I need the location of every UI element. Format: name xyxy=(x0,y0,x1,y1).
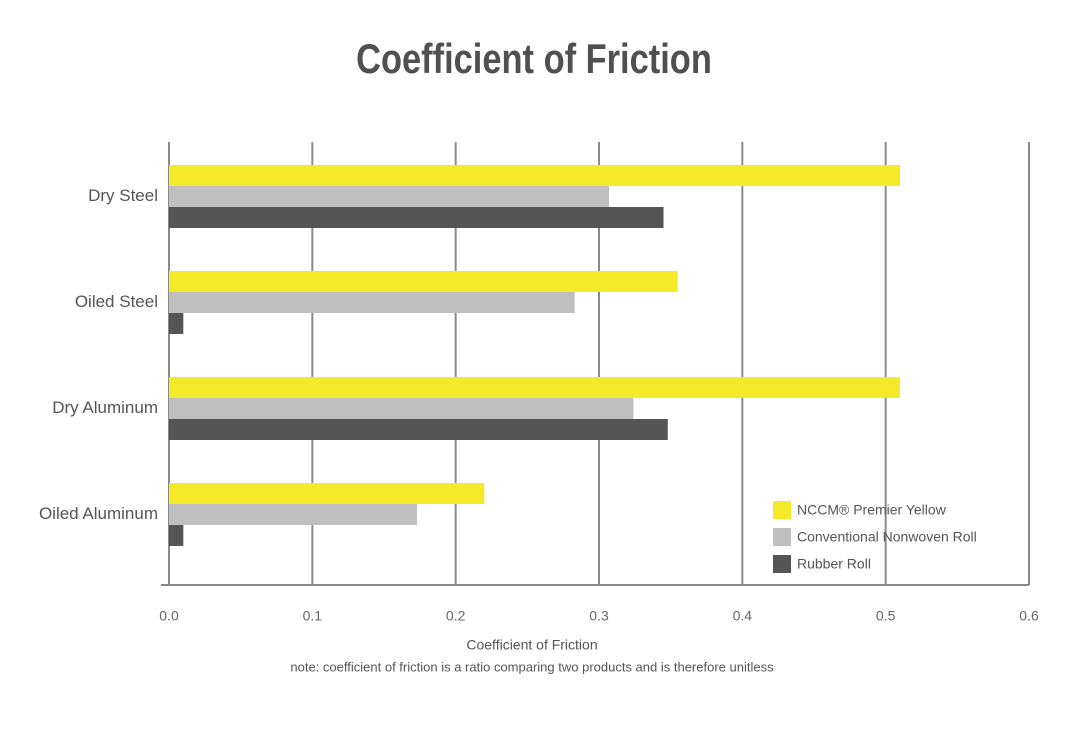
x-tick-label: 0.4 xyxy=(733,608,753,624)
legend-label: NCCM® Premier Yellow xyxy=(797,502,947,518)
y-tick-label: Dry Aluminum xyxy=(52,398,158,417)
x-tick-label: 0.6 xyxy=(1019,608,1039,624)
bar xyxy=(169,186,610,207)
x-tick-label: 0.0 xyxy=(159,608,179,624)
legend-swatch xyxy=(773,501,791,519)
note: note: coefficient of friction is a ratio… xyxy=(290,659,774,674)
x-tick-label: 0.3 xyxy=(589,608,609,624)
bar xyxy=(169,207,664,228)
bar xyxy=(169,419,668,440)
legend-label: Conventional Nonwoven Roll xyxy=(797,529,977,545)
x-axis-label: Coefficient of Friction xyxy=(466,637,597,653)
x-tick-label: 0.5 xyxy=(876,608,896,624)
bar xyxy=(169,313,184,334)
chart-title: Coefficient of Friction xyxy=(356,36,712,83)
bar xyxy=(169,504,417,525)
bar xyxy=(169,271,678,292)
bar xyxy=(169,398,634,419)
legend-label: Rubber Roll xyxy=(797,556,871,572)
bar xyxy=(169,525,184,546)
y-tick-label: Oiled Aluminum xyxy=(39,504,158,523)
bar xyxy=(169,165,900,186)
x-tick-label: 0.1 xyxy=(303,608,323,624)
y-tick-label: Dry Steel xyxy=(88,186,158,205)
bar xyxy=(169,377,900,398)
bar xyxy=(169,483,485,504)
bar xyxy=(169,292,575,313)
legend-swatch xyxy=(773,555,791,573)
y-tick-label: Oiled Steel xyxy=(75,292,158,311)
x-tick-label: 0.2 xyxy=(446,608,466,624)
legend-swatch xyxy=(773,528,791,546)
